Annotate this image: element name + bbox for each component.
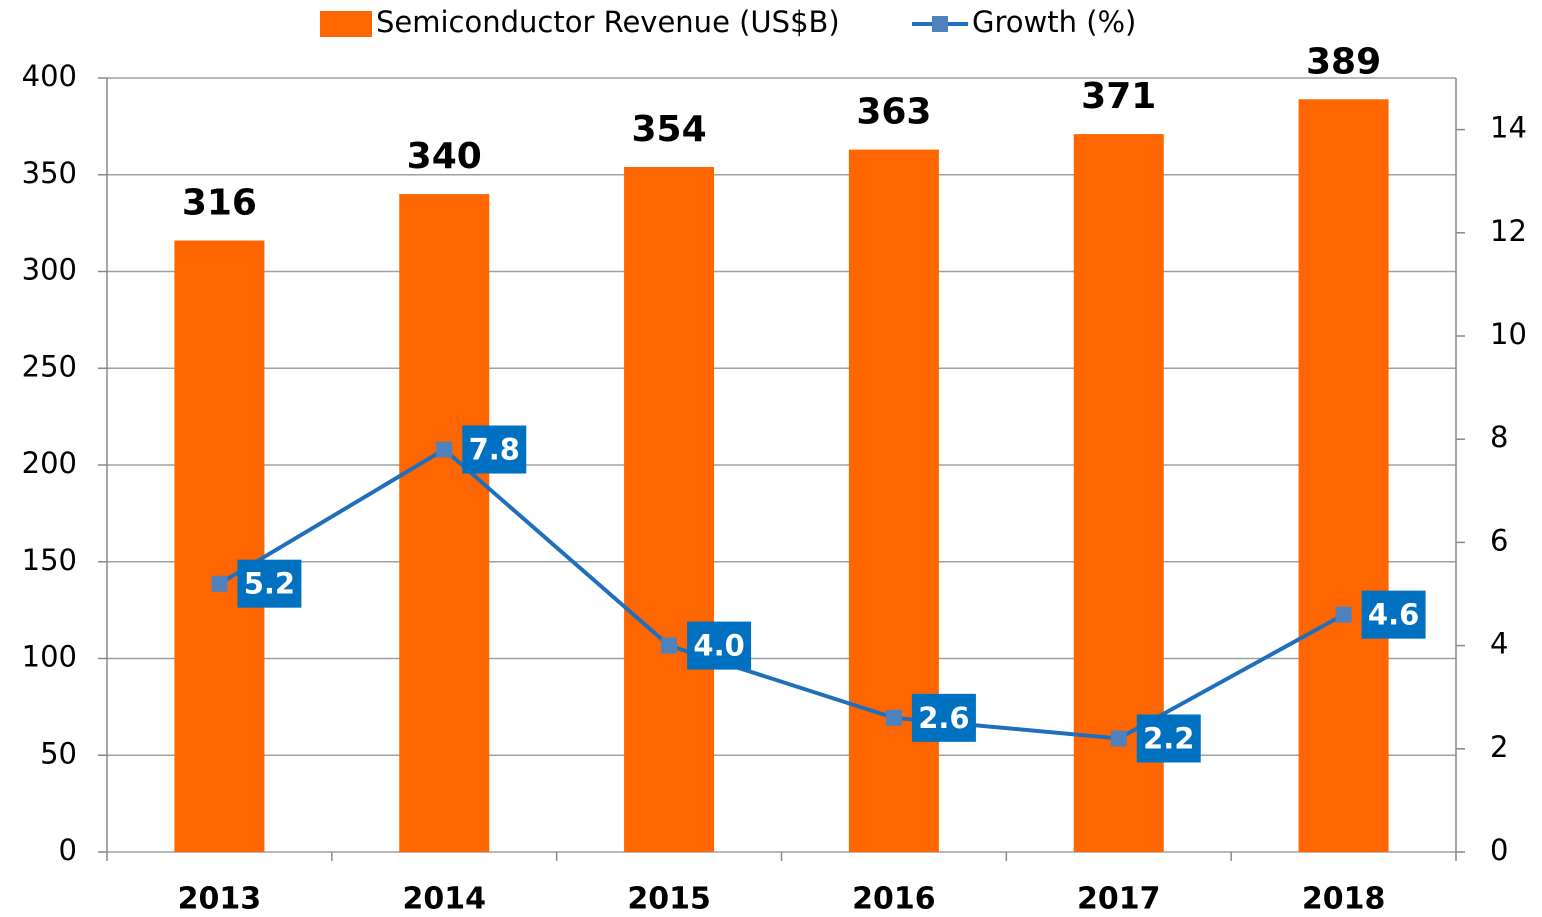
bar-label: 363 bbox=[856, 92, 931, 133]
y-tick-label: 0 bbox=[59, 833, 77, 867]
bar-label: 354 bbox=[632, 109, 707, 150]
bar-label: 316 bbox=[182, 183, 257, 224]
bar bbox=[1298, 99, 1389, 852]
y-tick-label: 250 bbox=[22, 349, 77, 383]
line bbox=[218, 447, 1345, 741]
y-tick-label: 200 bbox=[22, 446, 77, 480]
x-tick-label: 2013 bbox=[178, 882, 262, 917]
bar bbox=[848, 149, 939, 853]
y2-tick-label: 6 bbox=[1490, 523, 1508, 557]
legend-label: Growth (%) bbox=[972, 5, 1136, 39]
y-tick-label: 100 bbox=[22, 640, 77, 674]
marker bbox=[436, 441, 453, 458]
y-tick-label: 300 bbox=[22, 253, 77, 287]
bar bbox=[399, 194, 490, 853]
marker bbox=[1110, 730, 1127, 747]
x-tick-label: 2018 bbox=[1302, 882, 1386, 917]
line-label-box bbox=[1361, 590, 1426, 639]
bar bbox=[624, 167, 715, 852]
y-tick-label: 50 bbox=[40, 736, 77, 770]
line-label: 4.0 bbox=[693, 629, 744, 663]
y-tick-label: 150 bbox=[22, 543, 77, 577]
line-label-box bbox=[462, 425, 527, 474]
line-label-box bbox=[911, 693, 976, 742]
bar-label: 371 bbox=[1081, 76, 1156, 117]
line-label: 4.6 bbox=[1368, 598, 1419, 632]
marker bbox=[211, 575, 228, 592]
marker bbox=[661, 637, 678, 654]
y-tick-label: 400 bbox=[22, 59, 77, 93]
y2-tick-label: 12 bbox=[1490, 214, 1527, 248]
y2-tick-label: 0 bbox=[1490, 833, 1508, 867]
marker bbox=[1335, 606, 1352, 623]
legend-marker bbox=[932, 16, 948, 32]
y2-tick-label: 2 bbox=[1490, 730, 1508, 764]
y2-tick-label: 14 bbox=[1490, 111, 1527, 145]
marker bbox=[885, 709, 902, 726]
bar bbox=[174, 240, 265, 853]
legend-swatch bbox=[320, 11, 372, 37]
legend-label: Semiconductor Revenue (US$B) bbox=[376, 5, 840, 39]
y2-tick-label: 4 bbox=[1490, 627, 1508, 661]
line-label: 7.8 bbox=[469, 433, 520, 467]
line-label-box bbox=[1136, 714, 1201, 763]
line-label-box bbox=[687, 621, 752, 670]
bar-label: 340 bbox=[407, 136, 482, 177]
line-label: 5.2 bbox=[244, 567, 295, 601]
x-tick-label: 2016 bbox=[852, 882, 936, 917]
y2-tick-label: 8 bbox=[1490, 420, 1508, 454]
line-label: 2.2 bbox=[1143, 721, 1194, 755]
x-tick-label: 2014 bbox=[403, 882, 487, 917]
y-tick-label: 350 bbox=[22, 156, 77, 190]
line-label: 2.6 bbox=[918, 701, 969, 735]
bar-label: 389 bbox=[1306, 41, 1381, 82]
line-label-box bbox=[237, 559, 302, 608]
x-tick-label: 2015 bbox=[627, 882, 711, 917]
y2-tick-label: 10 bbox=[1490, 317, 1527, 351]
x-tick-label: 2017 bbox=[1077, 882, 1161, 917]
